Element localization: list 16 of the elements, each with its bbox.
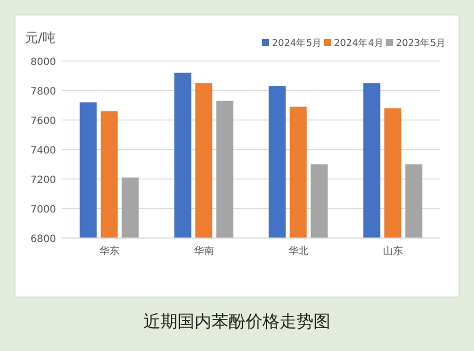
x-tick-label: 华北 — [288, 245, 308, 257]
y-tick-label: 7600 — [30, 116, 56, 127]
y-tick-label: 7200 — [30, 175, 56, 186]
y-tick-label: 7800 — [30, 86, 56, 98]
text: 近期国内苯酚价格走势图 — [144, 312, 330, 332]
legend-label: 2023年5月 — [396, 37, 446, 49]
legend-label: 2024年4月 — [334, 37, 384, 49]
x-tick-label: 华东 — [99, 245, 120, 257]
x-tick-label: 山东 — [382, 245, 403, 257]
y-tick-label: 7400 — [30, 146, 56, 156]
y-tick-label: 6800 — [30, 234, 56, 245]
y-tick-label: 8000 — [30, 57, 56, 68]
x-tick-label: 华南 — [194, 245, 214, 257]
y-tick-label: 7000 — [30, 204, 56, 216]
y-axis-title: 元/吨 — [25, 31, 56, 46]
legend-label: 2024年5月 — [272, 37, 322, 49]
